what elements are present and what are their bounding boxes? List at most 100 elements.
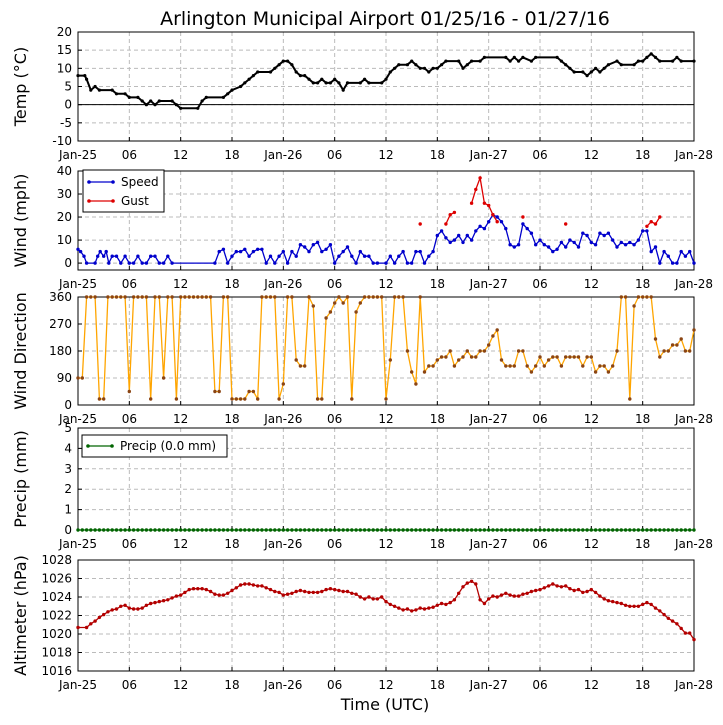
speed-point [457, 233, 461, 238]
temp-point [461, 66, 465, 70]
wind-direction-point [324, 316, 328, 320]
wind-direction-point [572, 355, 576, 359]
precip-0-0-mm-point [213, 528, 217, 532]
gust-point [474, 187, 478, 192]
gust-point [495, 220, 499, 224]
altimeter-point [538, 587, 542, 592]
precip-0-0-mm-point [221, 528, 226, 532]
altimeter-point [551, 582, 555, 586]
wind-direction-point [161, 376, 166, 380]
x-tick-label: 12 [584, 148, 599, 162]
wind-direction-point [384, 397, 388, 401]
speed-point [96, 254, 100, 258]
x-tick-label: 18 [430, 537, 445, 551]
wind-direction-point [234, 397, 238, 401]
altimeter-point [636, 604, 641, 608]
wind-direction-point [658, 355, 662, 359]
temp-point [606, 63, 611, 67]
y-tick-label: -10 [52, 134, 72, 148]
altimeter-point [106, 610, 110, 614]
speed-point [397, 254, 401, 258]
precip-0-0-mm-point [243, 528, 247, 532]
wind-direction-point [127, 389, 131, 394]
altimeter-point [208, 589, 213, 594]
x-tick-label: 06 [327, 537, 342, 551]
speed-point [508, 243, 512, 247]
wind-direction-point [469, 355, 474, 359]
altimeter-point [679, 626, 683, 631]
altimeter-point [354, 592, 358, 596]
altimeter-point [555, 584, 559, 588]
wind-direction-point [457, 358, 461, 362]
speed-point [572, 240, 576, 245]
altimeter-point [499, 593, 504, 597]
altimeter-point [114, 607, 119, 611]
precip-legend: Precip (0.0 mm) [81, 434, 228, 458]
temp-point [619, 63, 623, 67]
x-tick-label: 12 [173, 277, 188, 291]
x-tick-label: Jan-26 [263, 277, 302, 291]
speed-point [251, 249, 256, 254]
precip-0-0-mm-point [619, 528, 623, 532]
precip-0-0-mm-point [602, 528, 606, 532]
altimeter-point [508, 593, 512, 597]
speed-point [273, 261, 277, 265]
precip-0-0-mm-point [298, 528, 303, 532]
altimeter-point [307, 590, 311, 595]
altimeter-point [337, 588, 341, 593]
wind-direction-point [666, 349, 670, 353]
precip-0-0-mm-point [337, 528, 341, 532]
precip-legend-box [81, 434, 228, 458]
altimeter-point [619, 601, 623, 606]
precip-0-0-mm-point [688, 528, 692, 532]
altimeter-point [512, 594, 516, 598]
temp-point [615, 59, 619, 63]
precip-0-0-mm-point [333, 528, 337, 532]
speed-point [388, 254, 392, 258]
precip-0-0-mm-point [311, 528, 315, 532]
altimeter-point [273, 589, 277, 594]
temp-point [277, 63, 281, 67]
altimeter-point [281, 593, 285, 597]
temp-point [251, 74, 255, 78]
precip-0-0-mm-point [444, 528, 448, 532]
temp-point [243, 81, 247, 85]
altimeter-point [324, 587, 328, 592]
altimeter-point [131, 607, 136, 611]
wind-direction-point [581, 364, 585, 368]
speed-point [619, 240, 623, 245]
wind-direction-point [268, 295, 273, 299]
wind-direction-point [688, 349, 692, 353]
altimeter-point [564, 584, 568, 588]
precip-0-0-mm-point [452, 528, 457, 532]
altimeter-point [136, 607, 140, 611]
speed-point [688, 249, 692, 254]
precip-0-0-mm-point [679, 528, 683, 532]
speed-point [243, 247, 247, 251]
x-tick-label: Jan-27 [469, 678, 508, 692]
x-tick-label: Jan-27 [469, 537, 508, 551]
precip-0-0-mm-point [551, 528, 555, 532]
altimeter-point [196, 587, 200, 591]
wind-direction-point [410, 370, 414, 374]
precip-0-0-mm-point [662, 528, 666, 532]
temp-point [136, 95, 140, 99]
temp-point [418, 66, 422, 70]
wind-direction-point [478, 349, 482, 353]
precip-0-0-mm-point [405, 528, 410, 532]
altimeter-point [598, 594, 602, 598]
altimeter-point [410, 609, 414, 613]
wind-direction-point [439, 355, 444, 359]
wind-direction-point [119, 295, 123, 299]
speed-point [213, 261, 217, 265]
precip-0-0-mm-point [658, 528, 662, 532]
y-tick-label: 5 [64, 80, 72, 94]
wind-direction-point [418, 295, 422, 299]
precip-0-0-mm-point [427, 528, 431, 532]
wind-direction-point [461, 355, 465, 359]
altimeter-panel: 1016 1018 1020 1022 1024 1026 1028 Jan-25 06 12 18… [11, 553, 713, 692]
wind-direction-point [675, 343, 679, 347]
x-tick-label: 18 [430, 412, 445, 426]
wind-direction-point [144, 295, 149, 299]
